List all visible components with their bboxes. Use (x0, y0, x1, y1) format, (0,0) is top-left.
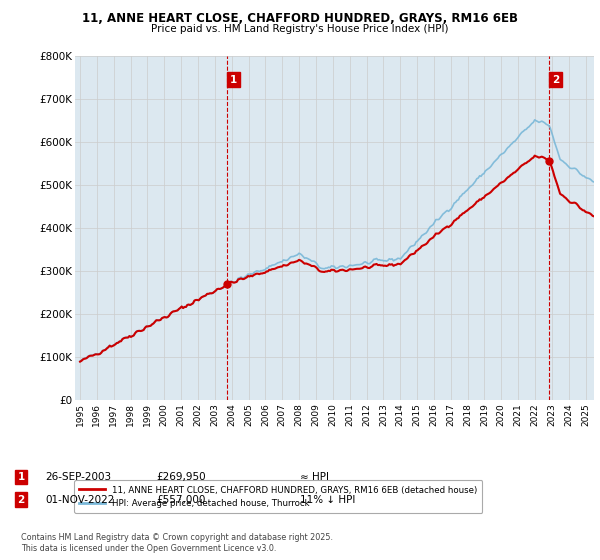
Text: Price paid vs. HM Land Registry's House Price Index (HPI): Price paid vs. HM Land Registry's House … (151, 24, 449, 34)
Text: £557,000: £557,000 (156, 494, 205, 505)
Text: 1: 1 (17, 472, 25, 482)
Text: £269,950: £269,950 (156, 472, 206, 482)
Text: 11, ANNE HEART CLOSE, CHAFFORD HUNDRED, GRAYS, RM16 6EB: 11, ANNE HEART CLOSE, CHAFFORD HUNDRED, … (82, 12, 518, 25)
Text: 01-NOV-2022: 01-NOV-2022 (45, 494, 115, 505)
Text: 11% ↓ HPI: 11% ↓ HPI (300, 494, 355, 505)
Text: 26-SEP-2003: 26-SEP-2003 (45, 472, 111, 482)
Text: 1: 1 (230, 74, 237, 85)
Legend: 11, ANNE HEART CLOSE, CHAFFORD HUNDRED, GRAYS, RM16 6EB (detached house), HPI: A: 11, ANNE HEART CLOSE, CHAFFORD HUNDRED, … (74, 480, 482, 513)
Text: 2: 2 (552, 74, 559, 85)
Text: Contains HM Land Registry data © Crown copyright and database right 2025.
This d: Contains HM Land Registry data © Crown c… (21, 533, 333, 553)
Text: ≈ HPI: ≈ HPI (300, 472, 329, 482)
Text: 2: 2 (17, 494, 25, 505)
